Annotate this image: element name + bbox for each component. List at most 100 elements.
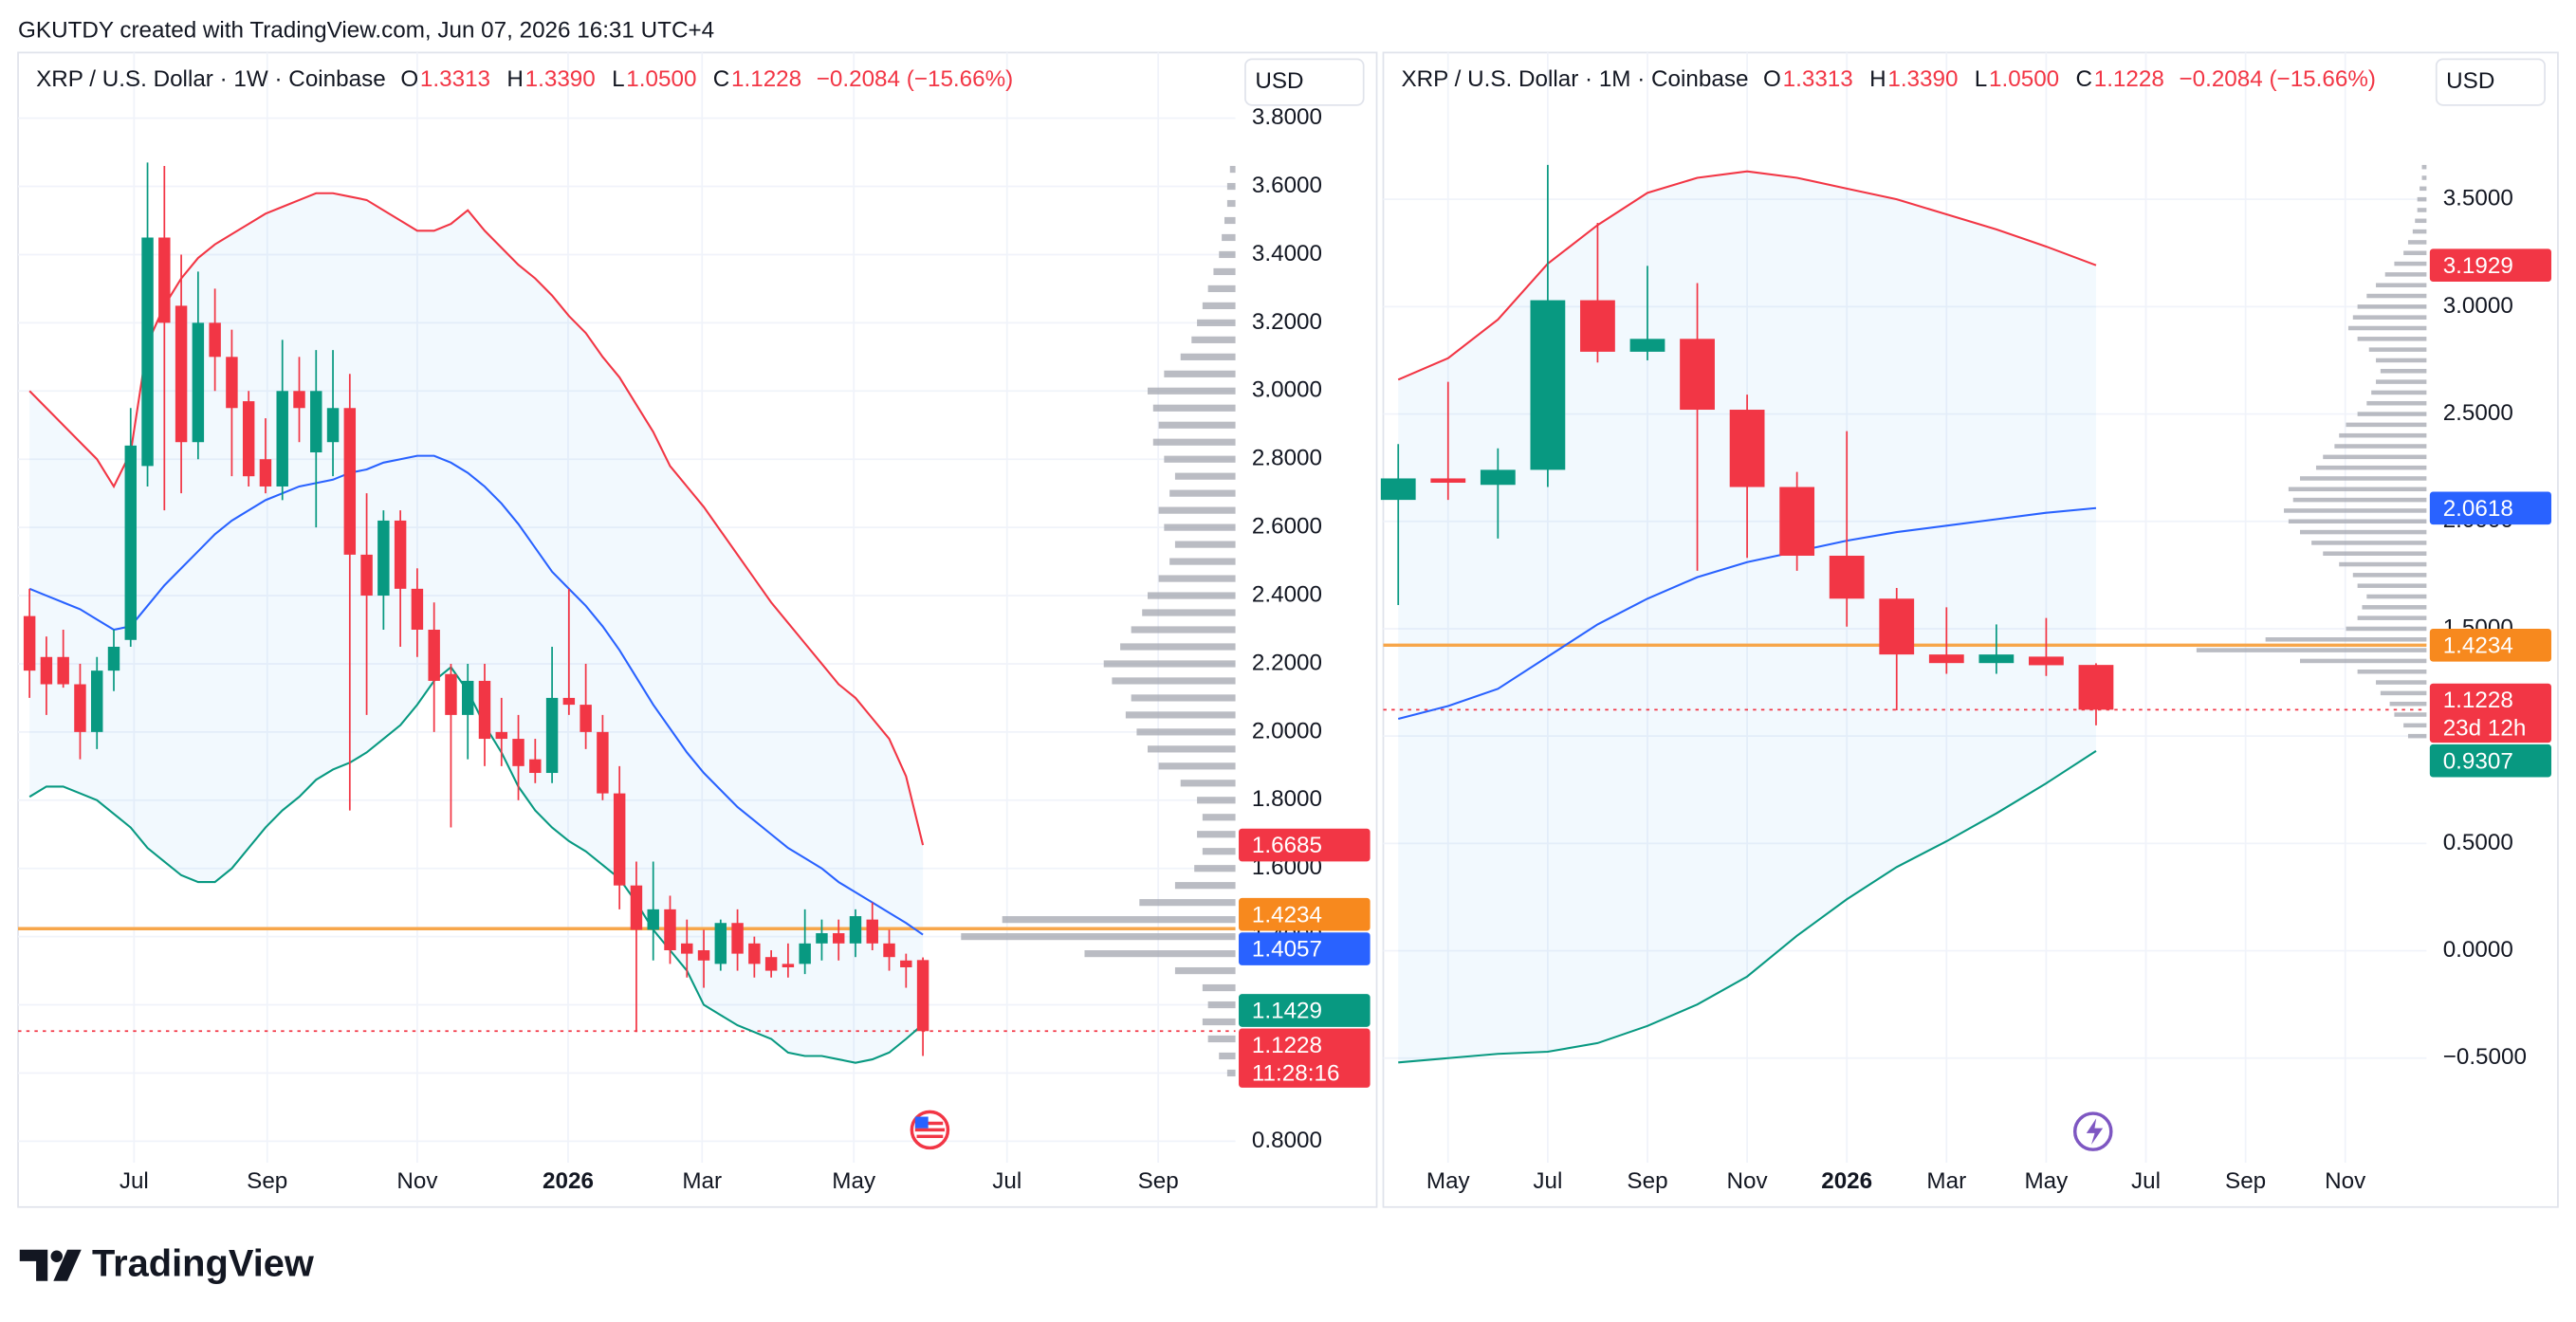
- spark-icon: [2072, 1111, 2113, 1151]
- indicator-line: [1397, 506, 2097, 721]
- volume-profile-bar: [1213, 267, 1236, 276]
- volume-profile-bar: [2311, 541, 2427, 545]
- candle-body: [597, 731, 609, 794]
- legend-value: 1.3313: [420, 66, 490, 92]
- volume-profile-bar: [1207, 1035, 1236, 1043]
- candle-body: [849, 916, 862, 944]
- logo-mark: [53, 1249, 82, 1281]
- volume-profile-bar: [2357, 669, 2427, 674]
- volume-profile-bar: [1226, 1069, 1236, 1077]
- volume-profile-bar: [1148, 387, 1236, 395]
- volume-profile-bar: [1002, 916, 1236, 924]
- y-tick-label: 0.8000: [1252, 1128, 1322, 1153]
- price-label-box: [2429, 628, 2552, 662]
- y-tick-label: 2.5000: [2443, 400, 2513, 426]
- candle-body: [326, 408, 340, 443]
- legend-value: 1.3390: [525, 66, 596, 92]
- volume-profile-bar: [1164, 455, 1236, 463]
- volume-profile-bar: [2300, 476, 2427, 481]
- candle-body: [1729, 410, 1765, 487]
- candle-body: [1779, 487, 1815, 556]
- price-label-box: [2429, 683, 2552, 744]
- volume-profile-bar: [2265, 637, 2427, 642]
- volume-profile-bar: [1202, 1018, 1236, 1026]
- x-tick-label: Jul: [120, 1168, 149, 1194]
- volume-profile-bar: [2357, 337, 2427, 341]
- y-tick-label: 0.0000: [2443, 937, 2513, 963]
- x-tick-label: May: [2025, 1168, 2070, 1194]
- volume-profile-bar: [1219, 250, 1236, 259]
- volume-profile-bar: [2346, 626, 2427, 632]
- y-tick-label: 3.5000: [2443, 186, 2513, 211]
- candle-body: [360, 554, 373, 597]
- x-tick-label: Sep: [1627, 1168, 1667, 1194]
- price-label: 1.4234: [1252, 902, 1322, 927]
- currency-button[interactable]: [1244, 58, 1365, 106]
- volume-profile-bar: [1197, 319, 1236, 326]
- x-tick-label: Jul: [992, 1168, 1021, 1194]
- y-tick-label: 3.8000: [1252, 104, 1322, 130]
- indicator-line: [28, 666, 924, 1064]
- volume-profile-bar: [1226, 182, 1236, 191]
- volume-profile-bar: [2366, 293, 2427, 299]
- y-tick-label: 3.0000: [2443, 293, 2513, 319]
- volume-profile-bar: [2417, 196, 2427, 202]
- volume-profile-bar: [2339, 561, 2427, 567]
- icon: [2086, 1118, 2104, 1145]
- candle-body: [1380, 478, 1416, 501]
- candle-body: [124, 445, 137, 640]
- price-label: 3.1929: [2443, 253, 2513, 279]
- volume-profile-bar: [2362, 605, 2427, 610]
- legend-value: 1.1228: [731, 66, 801, 92]
- volume-profile-bar: [2300, 658, 2427, 664]
- volume-profile-bar: [2421, 175, 2427, 180]
- volume-profile-bar: [1120, 643, 1236, 651]
- x-tick-label: 2026: [1821, 1168, 1872, 1194]
- candle-body: [445, 673, 457, 715]
- candle-body: [799, 943, 811, 964]
- candle-body: [580, 705, 592, 732]
- volume-profile-bar: [2407, 240, 2427, 245]
- volume-profile-bar: [2288, 487, 2427, 492]
- y-tick-label: 3.0000: [1252, 377, 1322, 403]
- volume-profile-bar: [1139, 899, 1236, 907]
- candle-body: [562, 697, 576, 706]
- x-tick-label: Jul: [1533, 1168, 1562, 1194]
- legend: XRP / U.S. Dollar · 1W · Coinbase O 1.3313…: [36, 66, 1013, 92]
- volume-profile-bar: [2334, 444, 2427, 449]
- price-label: 1.4057: [1252, 937, 1322, 963]
- volume-profile-bar: [2292, 497, 2427, 503]
- candle-body: [394, 520, 407, 589]
- legend-key: C: [713, 66, 730, 92]
- volume-profile-bar: [1158, 762, 1236, 770]
- volume-profile-bar: [1125, 711, 1236, 719]
- price-label: 1.4234: [2443, 633, 2513, 658]
- volume-profile-bar: [2415, 218, 2427, 224]
- volume-profile-bar: [1164, 370, 1236, 377]
- candle-body: [529, 759, 542, 774]
- countdown-label: 23d 12h: [2443, 716, 2527, 742]
- price-label-box: [2429, 248, 2552, 282]
- indicator-line: [28, 454, 924, 936]
- volume-profile-bar: [2412, 229, 2427, 234]
- flag-icon: [910, 1110, 950, 1150]
- volume-profile-bar: [2389, 701, 2427, 707]
- volume-profile-bar: [2417, 208, 2427, 212]
- candle-body: [377, 520, 390, 597]
- volume-profile-bar: [1158, 506, 1236, 514]
- volume-profile-bar: [1229, 165, 1236, 174]
- volume-profile-bar: [2323, 454, 2427, 460]
- candle-body: [428, 629, 440, 681]
- volume-profile-bar: [1169, 489, 1236, 497]
- y-tick-label: 3.2000: [1252, 309, 1322, 335]
- legend-key: H: [506, 66, 524, 92]
- candle-body: [192, 322, 205, 443]
- x-tick-label: May: [832, 1168, 876, 1194]
- currency-button[interactable]: [2435, 58, 2546, 106]
- legend-value: 1.3313: [1783, 66, 1853, 92]
- legend-value: 1.0500: [1989, 66, 2059, 92]
- volume-profile-bar: [2347, 325, 2427, 331]
- price-label: 1.1228: [2443, 688, 2513, 713]
- volume-profile-bar: [1174, 472, 1236, 480]
- legend-change: −0.2084 (−15.66%): [2179, 66, 2376, 92]
